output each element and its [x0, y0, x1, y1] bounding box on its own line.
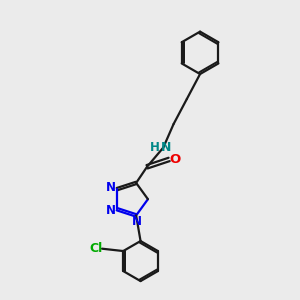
Text: N: N: [132, 215, 142, 228]
Text: Cl: Cl: [89, 242, 102, 255]
Text: N: N: [106, 181, 116, 194]
Text: N: N: [106, 204, 116, 217]
Text: H: H: [150, 141, 160, 154]
Text: O: O: [169, 153, 181, 166]
Text: N: N: [160, 141, 171, 154]
